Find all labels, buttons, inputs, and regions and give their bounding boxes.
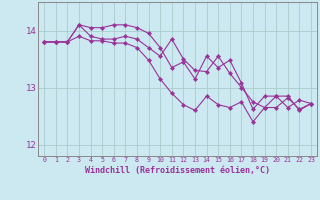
X-axis label: Windchill (Refroidissement éolien,°C): Windchill (Refroidissement éolien,°C) bbox=[85, 166, 270, 175]
